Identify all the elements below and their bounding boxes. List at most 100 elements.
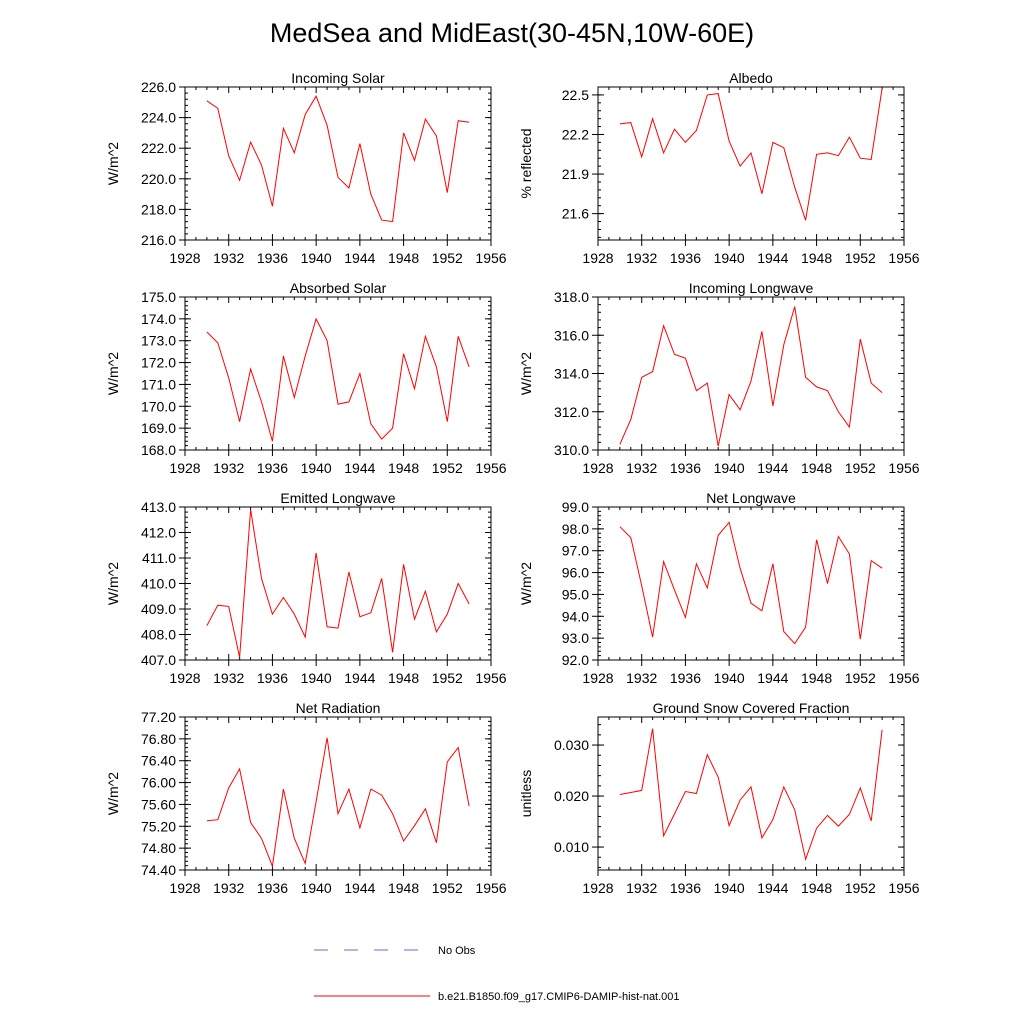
x-tick-label: 1928 [582, 670, 613, 686]
y-tick-label: 168.0 [141, 442, 176, 458]
y-tick-label: 0.010 [554, 839, 589, 855]
y-tick-label: 75.20 [141, 818, 176, 834]
y-tick-label: 220.0 [141, 171, 176, 187]
series-line [206, 737, 470, 869]
panel-title: Albedo [729, 70, 773, 86]
panels-group: Incoming Solar 1928 1932 1936 1940 1944 1948 19… [105, 70, 920, 896]
x-tick-label: 1952 [432, 670, 463, 686]
x-tick-label: 1948 [388, 880, 419, 896]
y-tick-label: 74.40 [141, 862, 176, 878]
y-tick-label: 76.00 [141, 775, 176, 791]
x-tick-label: 1928 [169, 460, 200, 476]
plot-frame [184, 86, 492, 241]
y-tick-label: 96.0 [562, 565, 589, 581]
x-tick-label: 1948 [388, 250, 419, 266]
panel-title: Incoming Longwave [689, 280, 814, 296]
x-tick-label: 1948 [801, 250, 832, 266]
y-tick-label: 76.40 [141, 753, 176, 769]
chart-panel: Ground Snow Covered Fraction 1928 1932 1936… [518, 700, 920, 896]
x-tick-label: 1952 [845, 880, 876, 896]
y-tick-label: 218.0 [141, 201, 176, 217]
y-tick-label: 408.0 [141, 627, 176, 643]
x-tick-label: 1928 [582, 460, 613, 476]
x-tick-label: 1956 [888, 250, 919, 266]
legend-label-no-obs: No Obs [438, 945, 476, 957]
y-tick-label: 77.20 [141, 709, 176, 725]
y-tick-label: 409.0 [141, 601, 176, 617]
y-tick-label: 318.0 [554, 289, 589, 305]
x-tick-label: 1952 [432, 460, 463, 476]
x-tick-label: 1928 [169, 670, 200, 686]
x-tick-label: 1940 [301, 670, 332, 686]
legend-label-model: b.e21.B1850.f09_g17.CMIP6-DAMIP-hist-nat… [438, 991, 680, 1003]
x-tick-label: 1944 [757, 460, 788, 476]
x-tick-label: 1948 [801, 670, 832, 686]
y-tick-label: 170.0 [141, 398, 176, 414]
series-line [619, 521, 883, 645]
plot-frame [597, 86, 905, 241]
x-tick-label: 1932 [213, 250, 244, 266]
series-line [206, 317, 470, 442]
y-tick-label: 224.0 [141, 110, 176, 126]
x-tick-label: 1952 [432, 880, 463, 896]
x-tick-label: 1936 [257, 250, 288, 266]
x-tick-label: 1956 [888, 460, 919, 476]
x-tick-label: 1948 [388, 460, 419, 476]
x-tick-label: 1944 [344, 880, 375, 896]
x-tick-label: 1944 [344, 250, 375, 266]
y-tick-label: 407.0 [141, 652, 176, 668]
panel-title: Net Longwave [706, 490, 796, 506]
y-tick-label: 97.0 [562, 543, 589, 559]
panel-title: Net Radiation [296, 700, 381, 716]
y-tick-label: 316.0 [554, 327, 589, 343]
plot-frame [184, 296, 492, 451]
legend: No Obs b.e21.B1850.f09_g17.CMIP6-DAMIP-h… [314, 945, 680, 1003]
panel-title: Incoming Solar [291, 70, 385, 86]
y-tick-label: 171.0 [141, 376, 176, 392]
y-tick-label: 21.6 [562, 206, 589, 222]
x-tick-label: 1932 [626, 460, 657, 476]
x-tick-label: 1928 [169, 250, 200, 266]
x-tick-label: 1944 [344, 670, 375, 686]
x-tick-label: 1948 [801, 880, 832, 896]
y-axis-label: W/m^2 [518, 562, 534, 605]
y-tick-label: 0.030 [554, 737, 589, 753]
x-tick-label: 1932 [626, 670, 657, 686]
y-axis-label: unitless [518, 770, 534, 817]
x-tick-label: 1940 [714, 250, 745, 266]
y-tick-label: 216.0 [141, 232, 176, 248]
x-tick-label: 1956 [475, 250, 506, 266]
panel-title: Ground Snow Covered Fraction [653, 700, 850, 716]
x-tick-label: 1952 [845, 460, 876, 476]
y-tick-label: 412.0 [141, 525, 176, 541]
y-tick-label: 169.0 [141, 420, 176, 436]
series-line [619, 88, 883, 221]
plot-frame [597, 506, 905, 661]
y-tick-label: 175.0 [141, 289, 176, 305]
x-tick-label: 1932 [626, 250, 657, 266]
series-line [206, 95, 470, 223]
plot-frame [184, 716, 492, 871]
y-tick-label: 314.0 [554, 366, 589, 382]
y-tick-label: 174.0 [141, 311, 176, 327]
x-tick-label: 1944 [344, 460, 375, 476]
panel-title: Emitted Longwave [280, 490, 395, 506]
y-tick-label: 410.0 [141, 576, 176, 592]
y-tick-label: 75.60 [141, 796, 176, 812]
y-tick-label: 92.0 [562, 652, 589, 668]
series-line [619, 306, 883, 447]
x-tick-label: 1936 [670, 460, 701, 476]
y-tick-label: 99.0 [562, 499, 589, 515]
y-tick-label: 21.9 [562, 166, 589, 182]
y-tick-label: 98.0 [562, 521, 589, 537]
x-tick-label: 1952 [845, 670, 876, 686]
plot-frame [184, 506, 492, 661]
x-tick-label: 1956 [475, 670, 506, 686]
x-tick-label: 1928 [169, 880, 200, 896]
x-tick-label: 1940 [714, 880, 745, 896]
x-tick-label: 1932 [626, 880, 657, 896]
x-tick-label: 1936 [670, 880, 701, 896]
y-tick-label: 22.2 [562, 126, 589, 142]
x-tick-label: 1956 [888, 670, 919, 686]
